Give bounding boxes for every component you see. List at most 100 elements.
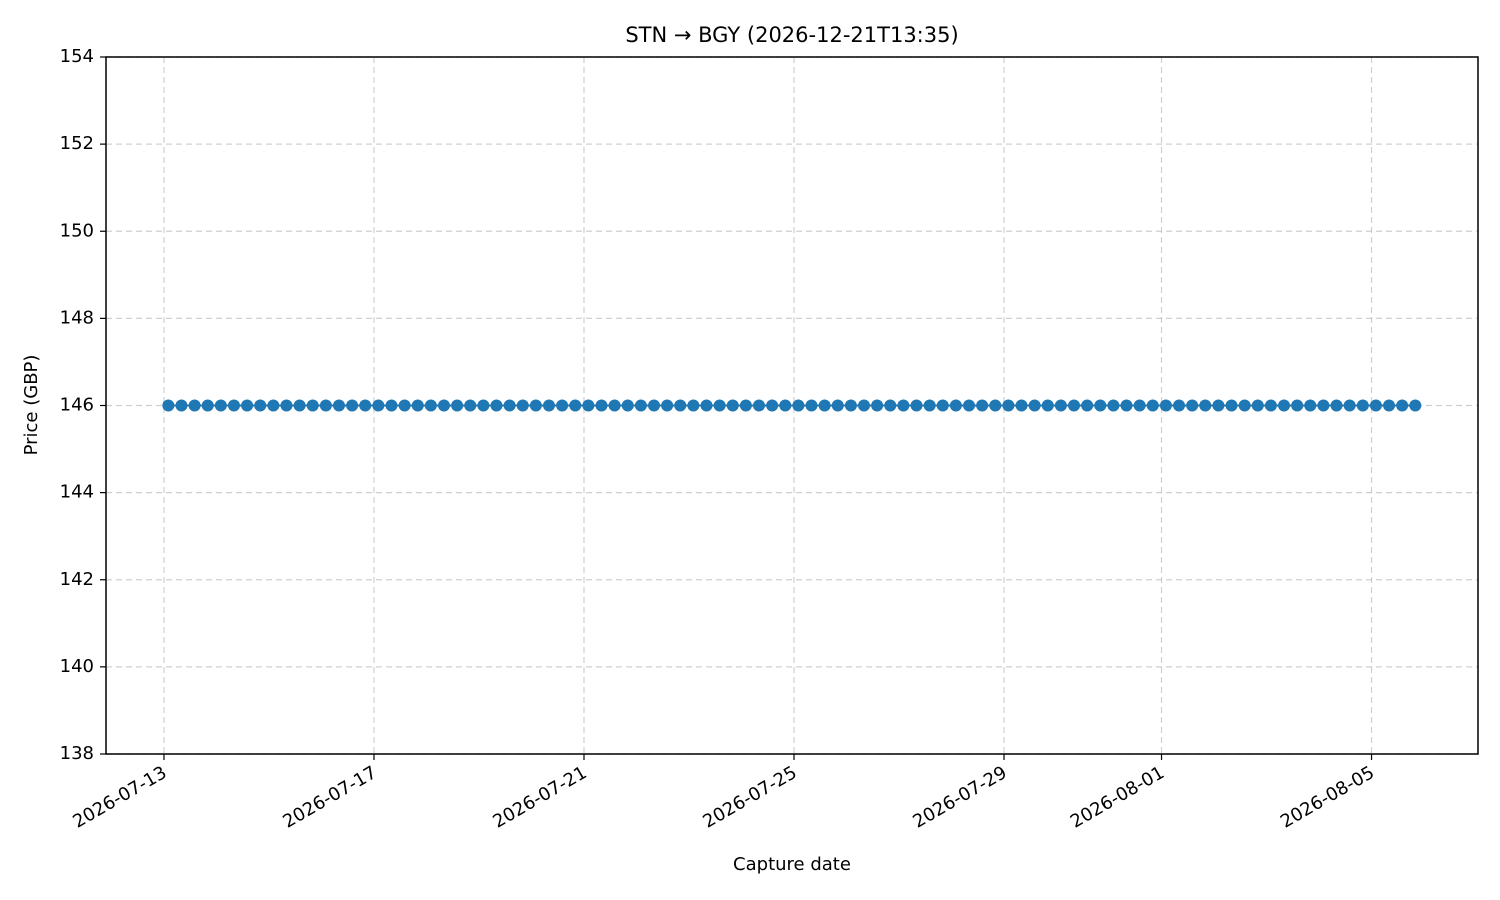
data-point [1264,399,1277,412]
data-point [910,399,923,412]
data-point [818,399,831,412]
y-tick-label: 144 [60,482,94,503]
y-tick-label: 150 [60,220,94,241]
data-point [726,399,739,412]
data-point [1133,399,1146,412]
data-point [542,399,555,412]
data-point [372,399,385,412]
y-tick-label: 148 [60,307,94,328]
data-point [280,399,293,412]
data-point [1251,399,1264,412]
data-point [1186,399,1199,412]
data-point [254,399,267,412]
data-point [411,399,424,412]
data-point [1068,399,1081,412]
data-point [451,399,464,412]
data-point [293,399,306,412]
data-point [227,399,240,412]
data-point [713,399,726,412]
data-point [963,399,976,412]
data-point [871,399,884,412]
data-point [464,399,477,412]
data-point [739,399,752,412]
data-point [424,399,437,412]
data-point [332,399,345,412]
data-point [214,399,227,412]
data-point [1159,399,1172,412]
data-point [1291,399,1304,412]
data-point [831,399,844,412]
data-point [582,399,595,412]
data-point [1107,399,1120,412]
data-point [529,399,542,412]
data-point [556,399,569,412]
data-point [766,399,779,412]
y-tick-label: 154 [60,46,94,67]
data-point [1396,399,1409,412]
y-tick-label: 152 [60,133,94,154]
data-point [805,399,818,412]
data-point [1343,399,1356,412]
data-point [792,399,805,412]
data-point [490,399,503,412]
data-point [1120,399,1133,412]
data-point [595,399,608,412]
data-point [844,399,857,412]
data-point [1094,399,1107,412]
data-point [884,399,897,412]
data-point [1028,399,1041,412]
data-point [162,399,175,412]
plot-frame [105,56,1479,755]
data-point [1173,399,1186,412]
data-point [175,399,188,412]
data-point [1238,399,1251,412]
data-point [858,399,871,412]
data-point [1356,399,1369,412]
data-point [1317,399,1330,412]
data-point [923,399,936,412]
data-point [1054,399,1067,412]
data-point [1369,399,1382,412]
chart-title: STN → BGY (2026-12-21T13:35) [625,23,958,47]
data-point [989,399,1002,412]
data-point [1278,399,1291,412]
data-point [188,399,201,412]
data-point [897,399,910,412]
y-axis-label: Price (GBP) [21,355,42,456]
data-point [1409,399,1422,412]
data-point [267,399,280,412]
data-point [241,399,254,412]
data-point [1330,399,1343,412]
x-axis-label: Capture date [733,854,851,875]
data-point [503,399,516,412]
data-point [569,399,582,412]
data-point [661,399,674,412]
data-point [779,399,792,412]
data-point [647,399,660,412]
data-point [1041,399,1054,412]
data-point [936,399,949,412]
data-point [437,399,450,412]
y-tick-label: 138 [60,743,94,764]
data-point [1225,399,1238,412]
y-tick-label: 142 [60,569,94,590]
data-point [477,399,490,412]
y-tick-label: 140 [60,656,94,677]
data-point [385,399,398,412]
data-point [1081,399,1094,412]
data-point [201,399,214,412]
data-point [1383,399,1396,412]
data-point [516,399,529,412]
data-point [306,399,319,412]
data-point [674,399,687,412]
data-point [949,399,962,412]
data-point [634,399,647,412]
data-point [976,399,989,412]
data-point [1015,399,1028,412]
data-point [398,399,411,412]
data-point [359,399,372,412]
data-point [1304,399,1317,412]
